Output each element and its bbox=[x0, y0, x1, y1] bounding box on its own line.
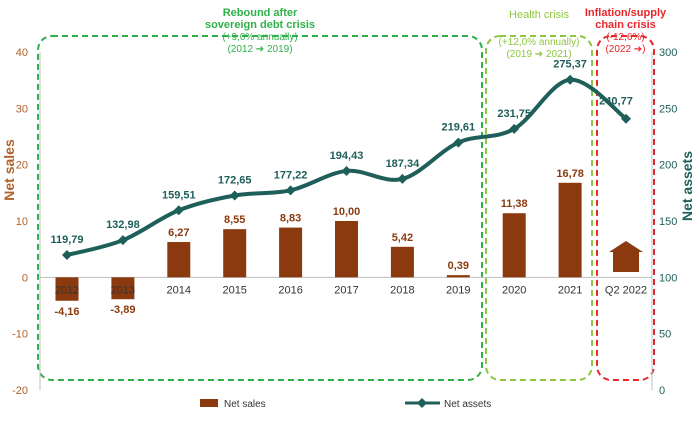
line-value-label-2014: 159,51 bbox=[162, 189, 196, 201]
bar-2012 bbox=[55, 277, 79, 301]
right-tick-label: 50 bbox=[659, 329, 671, 341]
trend-up-arrow-icon bbox=[609, 241, 643, 272]
line-point-Q2 2022 bbox=[621, 113, 631, 124]
line-value-label-2015: 172,65 bbox=[218, 174, 252, 186]
right-axis-title: Net assets bbox=[679, 151, 695, 221]
category-label-2021: 2021 bbox=[558, 284, 582, 296]
line-value-label-2018: 187,34 bbox=[386, 158, 421, 170]
line-value-label-2013: 132,98 bbox=[106, 219, 140, 231]
category-label-2017: 2017 bbox=[334, 284, 358, 296]
annotation-sub-3-1: (-12,6%) bbox=[606, 32, 644, 43]
bar-value-label-2014: 6,27 bbox=[168, 227, 189, 239]
line-point-2014 bbox=[173, 205, 184, 216]
data-label-layer: 2012 2013 2014 2015 2016 2017 2018 2019 2020 2021… bbox=[50, 59, 647, 318]
right-tick-label: 250 bbox=[659, 103, 677, 115]
right-tick-label: 0 bbox=[659, 385, 665, 397]
annotation-title-1-2: sovereign debt crisis bbox=[205, 19, 315, 31]
bar-value-label-2021: 16,78 bbox=[556, 168, 584, 180]
line-value-label-2021: 275,37 bbox=[553, 59, 587, 71]
left-tick-label: -20 bbox=[12, 385, 28, 397]
bar-series bbox=[55, 182, 643, 301]
line-point-2019 bbox=[453, 137, 464, 148]
line-point-2017 bbox=[341, 165, 352, 176]
annotation-title-3-2: chain crisis bbox=[595, 19, 656, 31]
category-label-2020: 2020 bbox=[502, 284, 526, 296]
annotation-title-1-1: Rebound after bbox=[223, 7, 298, 19]
category-label-2013: 2013 bbox=[111, 284, 135, 296]
annotation-sub-2-2: (2019 ➔ 2021) bbox=[506, 49, 571, 60]
category-label-2012: 2012 bbox=[55, 284, 79, 296]
line-value-label-2012: 119,79 bbox=[50, 234, 83, 246]
line-value-label-2016: 177,22 bbox=[274, 169, 308, 181]
bar-value-label-2012: -4,16 bbox=[54, 306, 79, 318]
category-label-2015: 2015 bbox=[222, 284, 246, 296]
left-tick-label: 30 bbox=[16, 103, 28, 115]
axes-layer: -20 -10 0 10 20 30 40 0 50 100 150 200 250 300 Net sal… bbox=[1, 47, 695, 397]
line-point-2012 bbox=[62, 250, 72, 261]
annotation-sub-1-2: (2012 ➔ 2019) bbox=[227, 44, 292, 55]
category-label-2018: 2018 bbox=[390, 284, 414, 296]
line-point-2013 bbox=[117, 235, 128, 246]
bar-value-label-2015: 8,55 bbox=[224, 214, 245, 226]
line-value-label-2019: 219,61 bbox=[441, 122, 475, 134]
bar-2020 bbox=[502, 213, 526, 278]
right-tick-label: 200 bbox=[659, 160, 677, 172]
line-value-label-Q2 2022: 240,77 bbox=[599, 96, 633, 108]
left-tick-label: 10 bbox=[16, 216, 28, 228]
annotation-sub-3-2: (2022 ➔) bbox=[605, 44, 645, 55]
legend-swatch-net-assets-marker bbox=[417, 398, 427, 408]
left-axis-title: Net sales bbox=[1, 139, 17, 201]
annotation-box-3 bbox=[596, 35, 655, 381]
legend: Net sales Net assets bbox=[200, 398, 491, 410]
bar-2014 bbox=[167, 242, 191, 278]
line-point-2016 bbox=[285, 185, 296, 196]
line-point-2018 bbox=[397, 173, 408, 184]
bar-2013 bbox=[111, 277, 135, 300]
line-value-label-2017: 194,43 bbox=[330, 150, 364, 162]
bar-2018 bbox=[390, 246, 414, 278]
annotation-sub-1-1: (+9,0% annually) bbox=[222, 32, 297, 43]
bar-value-label-2013: -3,89 bbox=[110, 304, 135, 316]
legend-label-net-assets: Net assets bbox=[444, 399, 491, 410]
line-point-2020 bbox=[509, 123, 520, 134]
line-series bbox=[62, 74, 631, 261]
right-tick-label: 100 bbox=[659, 272, 677, 284]
line-value-label-2020: 231,75 bbox=[497, 108, 531, 120]
bar-2016 bbox=[279, 227, 303, 278]
annotation-box-1 bbox=[37, 35, 483, 381]
annotation-title-3-1: Inflation/supply bbox=[585, 7, 667, 19]
bar-2019 bbox=[446, 275, 470, 278]
bar-value-label-2018: 5,42 bbox=[392, 232, 413, 244]
left-tick-label: 20 bbox=[16, 160, 28, 172]
annotation-title-2-1: Health crisis bbox=[509, 9, 569, 21]
annotation-box-2 bbox=[485, 35, 593, 381]
bar-value-label-2017: 10,00 bbox=[333, 206, 361, 218]
bar-2015 bbox=[223, 229, 247, 278]
bar-2017 bbox=[335, 221, 358, 278]
annotation-sub-2-1: (+12,0% annually) bbox=[499, 37, 580, 48]
left-tick-label: -10 bbox=[12, 329, 28, 341]
line-point-2015 bbox=[229, 190, 240, 201]
category-label-Q2 2022: Q2 2022 bbox=[605, 284, 647, 296]
left-tick-label: 0 bbox=[22, 272, 28, 284]
category-label-2019: 2019 bbox=[446, 284, 470, 296]
bar-value-label-2019: 0,39 bbox=[448, 260, 469, 272]
right-tick-label: 150 bbox=[659, 216, 677, 228]
bar-value-label-2016: 8,83 bbox=[280, 213, 301, 225]
bar-2021 bbox=[558, 182, 582, 278]
line-point-2021 bbox=[565, 74, 576, 85]
legend-label-net-sales: Net sales bbox=[224, 399, 266, 410]
category-label-2016: 2016 bbox=[278, 284, 302, 296]
category-label-2014: 2014 bbox=[167, 284, 191, 296]
left-tick-label: 40 bbox=[16, 47, 28, 59]
right-tick-label: 300 bbox=[659, 47, 677, 59]
bar-value-label-2020: 11,38 bbox=[501, 198, 528, 210]
legend-swatch-net-sales bbox=[200, 399, 218, 407]
